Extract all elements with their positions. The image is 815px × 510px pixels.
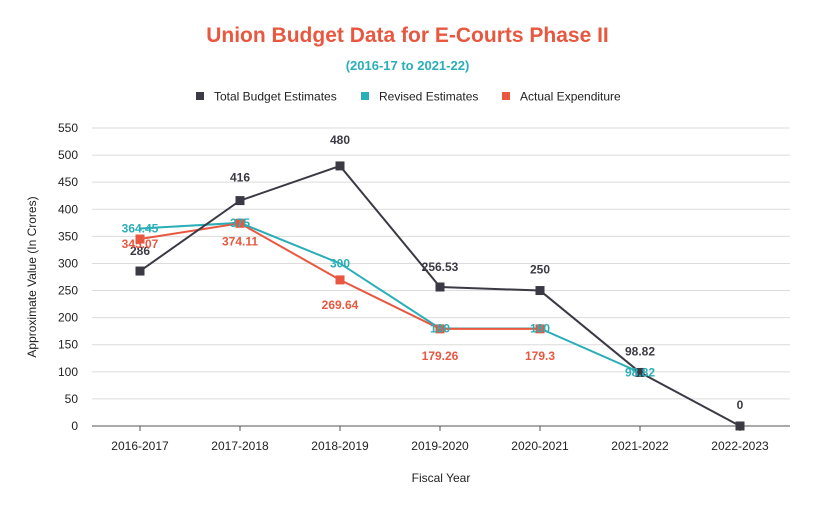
data-label: 345.07: [122, 237, 159, 251]
data-point-marker: [335, 161, 345, 171]
y-tick-label: 400: [58, 202, 78, 216]
x-tick-label: 2022-2023: [711, 439, 769, 453]
x-axis-label: Fiscal Year: [412, 471, 471, 485]
data-point-marker: [435, 282, 445, 292]
x-axis-ticks: 2016-2017 2017-2018 2018-2019 2019-2020 2020…: [111, 426, 769, 453]
y-tick-label: 550: [58, 121, 78, 135]
data-label: 250: [530, 263, 550, 277]
data-point-marker: [135, 266, 145, 276]
data-label: 416: [230, 171, 250, 185]
y-tick-label: 100: [58, 365, 78, 379]
legend-label: Total Budget Estimates: [214, 90, 337, 104]
legend-label: Actual Expenditure: [520, 90, 621, 104]
y-tick-label: 0: [71, 419, 78, 433]
data-point-marker: [235, 218, 245, 228]
y-tick-label: 250: [58, 284, 78, 298]
data-label: 256.53: [422, 260, 459, 274]
data-label: 180: [430, 321, 450, 335]
y-tick-label: 200: [58, 311, 78, 325]
y-tick-label: 500: [58, 148, 78, 162]
x-tick-label: 2016-2017: [111, 439, 169, 453]
data-point-marker: [235, 196, 245, 206]
legend-swatch: [196, 92, 204, 100]
y-tick-label: 450: [58, 175, 78, 189]
data-label: 300: [330, 256, 350, 270]
data-point-marker: [135, 234, 145, 244]
legend-label: Revised Estimates: [379, 90, 478, 104]
data-label: 375: [230, 216, 250, 230]
data-label: 98.82: [625, 344, 655, 358]
data-point-marker: [535, 286, 545, 296]
x-tick-label: 2021-2022: [611, 439, 669, 453]
data-point-marker: [635, 367, 645, 377]
data-point-marker: [335, 275, 345, 285]
legend-swatch: [361, 92, 369, 100]
series-line: [139, 221, 641, 374]
data-label: 269.64: [322, 298, 359, 312]
data-labels: 286 416 480 256.53 250 98.82 0 364.45 375 300 180 1…: [122, 133, 744, 412]
data-label: 374.11: [222, 234, 258, 248]
x-tick-label: 2017-2018: [211, 439, 269, 453]
data-point-marker: [735, 421, 745, 431]
data-label: 480: [330, 133, 350, 147]
legend: Total Budget Estimates Revised Estimates A…: [196, 90, 621, 104]
chart-subtitle: (2016-17 to 2021-22): [345, 58, 470, 73]
x-tick-label: 2018-2019: [311, 439, 369, 453]
data-point-marker: [535, 324, 545, 334]
chart-title: Union Budget Data for E-Courts Phase II: [206, 24, 609, 47]
data-label: 180: [530, 321, 550, 335]
data-label: 0: [737, 398, 744, 412]
data-label: 98.82: [625, 365, 655, 379]
series-group: [135, 161, 745, 431]
grid: [92, 127, 790, 427]
y-axis-label: Approximate Value (In Crores): [25, 196, 39, 357]
x-tick-label: 2020-2021: [511, 439, 569, 453]
data-label: 286: [130, 244, 150, 258]
series-line: [139, 164, 741, 427]
legend-swatch: [502, 92, 510, 100]
data-label: 364.45: [122, 222, 159, 236]
x-tick-label: 2019-2020: [411, 439, 469, 453]
y-tick-label: 300: [58, 256, 78, 270]
y-axis-ticks: 0 50 100 150 200 250 300 350 400 450 500 550: [58, 121, 78, 433]
data-point-marker: [435, 324, 445, 334]
y-tick-label: 150: [58, 338, 78, 352]
y-tick-label: 350: [58, 229, 78, 243]
y-tick-label: 50: [65, 392, 79, 406]
data-label: 179.3: [525, 349, 555, 363]
data-label: 179.26: [422, 349, 459, 363]
